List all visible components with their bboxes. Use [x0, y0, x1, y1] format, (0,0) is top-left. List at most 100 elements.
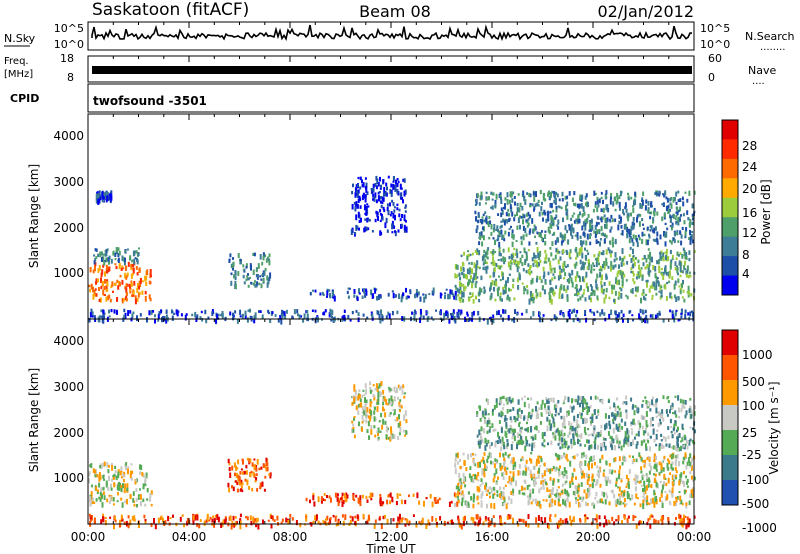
- site-title: Saskatoon (fitACF): [92, 0, 249, 20]
- data-cell: [519, 439, 522, 445]
- data-cell: [568, 501, 571, 508]
- data-cell: [102, 491, 105, 495]
- data-cell: [165, 318, 168, 324]
- data-cell: [383, 187, 386, 193]
- data-cell: [145, 275, 148, 281]
- data-cell: [511, 254, 514, 261]
- data-cell: [549, 203, 552, 208]
- data-cell: [102, 516, 104, 521]
- data-cell: [540, 480, 543, 485]
- data-cell: [148, 310, 151, 316]
- data-cell: [568, 252, 571, 258]
- data-cell: [476, 260, 479, 266]
- data-cell: [622, 402, 625, 405]
- data-cell: [427, 519, 430, 526]
- data-cell: [592, 262, 595, 265]
- data-cell: [483, 255, 486, 258]
- data-cell: [469, 292, 472, 295]
- data-cell: [584, 222, 587, 226]
- data-cell: [542, 479, 545, 484]
- data-cell: [651, 515, 654, 518]
- data-cell: [446, 521, 449, 524]
- data-cell: [664, 496, 667, 502]
- data-cell: [641, 218, 644, 222]
- data-cell: [496, 225, 499, 230]
- data-cell: [474, 203, 477, 206]
- data-cell: [404, 523, 407, 527]
- data-cell: [512, 432, 515, 436]
- data-cell: [536, 231, 539, 235]
- data-cell: [485, 217, 488, 224]
- data-cell: [352, 426, 355, 430]
- data-cell: [194, 311, 197, 318]
- data-cell: [213, 518, 216, 523]
- data-cell: [581, 194, 584, 200]
- data-cell: [512, 278, 515, 282]
- data-cell: [693, 476, 696, 481]
- data-cell: [127, 523, 130, 529]
- data-cell: [620, 232, 623, 235]
- data-cell: [145, 281, 148, 287]
- data-cell: [599, 483, 602, 488]
- data-cell: [464, 484, 467, 488]
- data-cell: [341, 492, 344, 496]
- data-cell: [403, 228, 406, 233]
- data-cell: [559, 232, 562, 238]
- data-cell: [585, 240, 588, 246]
- data-cell: [535, 481, 537, 485]
- data-cell: [331, 309, 334, 315]
- data-cell: [386, 206, 389, 212]
- data-cell: [456, 452, 459, 459]
- data-cell: [281, 309, 284, 316]
- data-cell: [121, 255, 124, 262]
- data-cell: [366, 429, 369, 433]
- data-cell: [552, 273, 555, 276]
- data-cell: [380, 231, 383, 236]
- data-cell: [508, 428, 511, 434]
- data-cell: [448, 293, 451, 300]
- data-cell: [142, 483, 145, 490]
- data-cell: [671, 481, 674, 486]
- data-cell: [524, 200, 527, 205]
- data-cell: [641, 231, 644, 237]
- data-cell: [232, 266, 234, 271]
- data-cell: [162, 316, 165, 321]
- data-cell: [537, 413, 540, 419]
- data-cell: [670, 296, 673, 300]
- data-cell: [220, 522, 223, 528]
- data-cell: [573, 419, 576, 423]
- data-cell: [655, 192, 658, 195]
- data-cell: [685, 464, 688, 470]
- data-cell: [386, 186, 388, 191]
- data-cell: [673, 283, 676, 290]
- data-cell: [579, 519, 582, 523]
- data-cell: [558, 495, 561, 498]
- data-cell: [679, 514, 682, 520]
- colorbar-swatch: [722, 256, 738, 276]
- data-cell: [557, 259, 560, 265]
- data-cell: [506, 279, 509, 284]
- data-cell: [529, 271, 531, 276]
- data-cell: [364, 293, 367, 298]
- data-cell: [257, 263, 260, 269]
- data-cell: [516, 211, 518, 217]
- data-cell: [489, 295, 492, 301]
- data-cell: [371, 492, 374, 498]
- data-cell: [402, 178, 405, 182]
- data-cell: [555, 406, 558, 409]
- data-cell: [388, 313, 391, 319]
- power-panel: 1000 2000 3000 4000 Slant Range [km]: [27, 113, 696, 325]
- data-cell: [386, 203, 389, 207]
- data-cell: [114, 465, 117, 469]
- data-cell: [502, 471, 505, 476]
- data-cell: [508, 227, 511, 231]
- data-cell: [396, 183, 399, 188]
- data-cell: [315, 519, 318, 522]
- data-cell: [569, 460, 572, 467]
- data-cell: [656, 312, 659, 318]
- data-cell: [627, 318, 629, 323]
- data-cell: [683, 220, 686, 225]
- data-cell: [408, 520, 411, 525]
- data-cell: [349, 519, 352, 524]
- data-cell: [629, 310, 632, 313]
